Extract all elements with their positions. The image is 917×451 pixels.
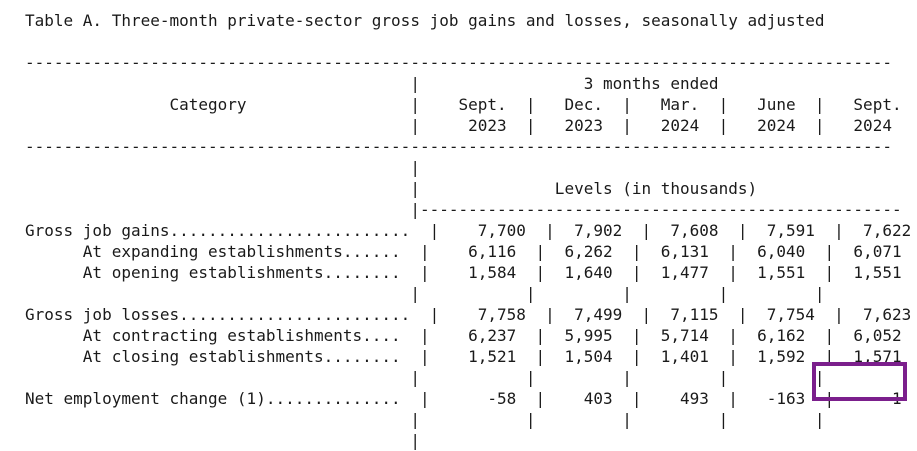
row-contracting: At contracting establishments.... | 6,23… bbox=[25, 326, 902, 345]
header-line-3: | 2023 | 2023 | 2024 | 2024 | 2024 bbox=[25, 116, 892, 135]
row-net-employment-change: Net employment change (1).............. … bbox=[25, 389, 902, 408]
row-spacer-1: | | | | | bbox=[25, 284, 825, 303]
top-separator: ----------------------------------------… bbox=[25, 53, 892, 72]
section-line-1: | bbox=[25, 158, 420, 177]
row-spacer-2: | | | | | bbox=[25, 368, 825, 387]
row-gross-job-gains: Gross job gains.........................… bbox=[25, 221, 912, 240]
section-line-3: |---------------------------------------… bbox=[25, 200, 902, 219]
row-spacer-3: | | | | | bbox=[25, 410, 825, 429]
section-line-2: | Levels (in thousands) bbox=[25, 179, 758, 198]
header-separator: ----------------------------------------… bbox=[25, 137, 892, 156]
highlight-box bbox=[812, 362, 907, 401]
header-line-1: | 3 months ended bbox=[25, 74, 719, 93]
row-expanding: At expanding establishments...... | 6,11… bbox=[25, 242, 902, 261]
row-gross-job-losses: Gross job losses........................… bbox=[25, 305, 912, 324]
table-title: Table A. Three-month private-sector gros… bbox=[25, 11, 825, 30]
row-spacer-4: | bbox=[25, 431, 420, 450]
header-line-2: Category | Sept. | Dec. | Mar. | June | … bbox=[25, 95, 902, 114]
row-opening: At opening establishments........ | 1,58… bbox=[25, 263, 902, 282]
row-closing: At closing establishments........ | 1,52… bbox=[25, 347, 902, 366]
job-gains-losses-table: Table A. Three-month private-sector gros… bbox=[25, 10, 911, 451]
